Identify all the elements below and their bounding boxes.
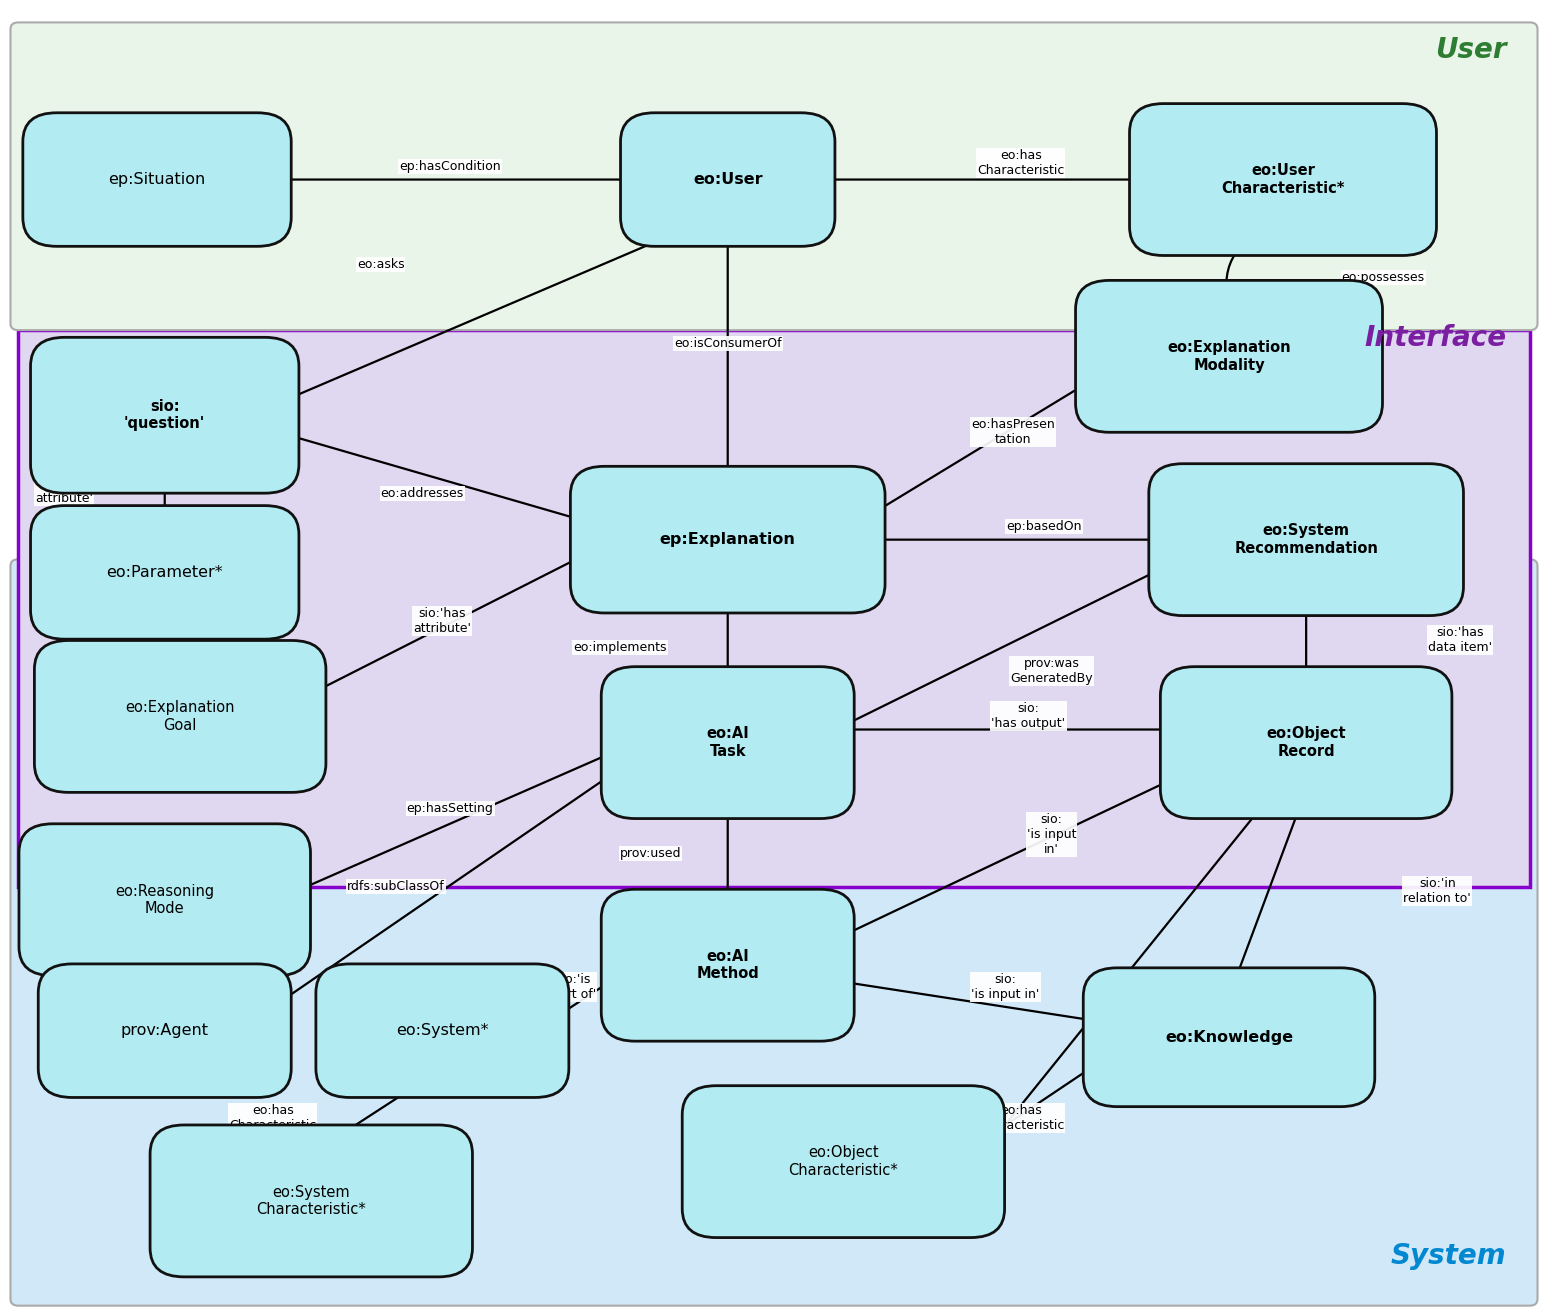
Text: Interface: Interface [1364, 323, 1506, 351]
FancyBboxPatch shape [31, 505, 299, 639]
Text: eo:hasPresen
tation: eo:hasPresen tation [971, 418, 1054, 446]
Text: sio:
'is input in': sio: 'is input in' [971, 973, 1040, 1002]
Text: eo:addresses: eo:addresses [381, 488, 464, 500]
FancyBboxPatch shape [1130, 104, 1437, 255]
Text: eo:System*: eo:System* [396, 1023, 489, 1038]
FancyBboxPatch shape [683, 1086, 1005, 1237]
Text: sio:
'question': sio: 'question' [124, 398, 206, 431]
Text: eo:System
Recommendation: eo:System Recommendation [1234, 523, 1378, 556]
Text: eo:System
Characteristic*: eo:System Characteristic* [257, 1185, 367, 1218]
FancyBboxPatch shape [1149, 464, 1463, 615]
Text: eo:AI
Method: eo:AI Method [697, 949, 759, 981]
Text: eo:Explanation
Modality: eo:Explanation Modality [1167, 341, 1291, 372]
Text: prov:was
GeneratedBy: prov:was GeneratedBy [1011, 656, 1093, 685]
FancyBboxPatch shape [601, 889, 854, 1041]
Text: sio:'is
part of': sio:'is part of' [551, 973, 596, 1002]
Text: ep:Explanation: ep:Explanation [659, 533, 796, 547]
Polygon shape [19, 330, 1529, 886]
Text: eo:User: eo:User [694, 172, 763, 187]
Text: eo:Parameter*: eo:Parameter* [107, 565, 223, 580]
Text: eo:AI
Task: eo:AI Task [706, 726, 749, 759]
FancyBboxPatch shape [31, 338, 299, 493]
Text: eo:Object
Characteristic*: eo:Object Characteristic* [788, 1145, 898, 1178]
Text: prov:used: prov:used [619, 847, 681, 860]
FancyBboxPatch shape [316, 964, 568, 1098]
FancyBboxPatch shape [23, 113, 291, 246]
Text: eo:has
Characteristic: eo:has Characteristic [229, 1105, 316, 1132]
Text: System: System [1392, 1243, 1506, 1270]
FancyBboxPatch shape [570, 467, 885, 613]
Text: eo:isConsumerOf: eo:isConsumerOf [673, 337, 782, 350]
Text: eo:has
Characteristic: eo:has Characteristic [977, 149, 1065, 176]
Text: eo:has
Characteristic: eo:has Characteristic [977, 1105, 1065, 1132]
Text: prov:Agent: prov:Agent [121, 1023, 209, 1038]
Text: rdfs:subClassOf: rdfs:subClassOf [347, 880, 444, 893]
FancyBboxPatch shape [19, 823, 311, 976]
Text: ep:Situation: ep:Situation [108, 172, 206, 187]
FancyBboxPatch shape [11, 22, 1537, 330]
FancyBboxPatch shape [1084, 968, 1375, 1107]
Text: eo:User
Characteristic*: eo:User Characteristic* [1221, 163, 1345, 196]
Text: eo:possesses: eo:possesses [1342, 271, 1424, 284]
FancyBboxPatch shape [11, 559, 1537, 1306]
Text: eo:Object
Record: eo:Object Record [1266, 726, 1345, 759]
FancyBboxPatch shape [39, 964, 291, 1098]
Text: sio:'has
data item': sio:'has data item' [1429, 626, 1492, 655]
Text: ep:basedOn: ep:basedOn [1006, 519, 1082, 533]
Text: ep:hasCondition: ep:hasCondition [399, 160, 502, 174]
Text: eo:asks: eo:asks [358, 258, 404, 271]
FancyBboxPatch shape [150, 1124, 472, 1277]
FancyBboxPatch shape [621, 113, 834, 246]
FancyBboxPatch shape [601, 667, 854, 818]
Text: sio:'has
attribute': sio:'has attribute' [36, 477, 93, 505]
Text: sio:'in
relation to': sio:'in relation to' [1404, 877, 1471, 905]
Text: eo:Knowledge: eo:Knowledge [1166, 1030, 1293, 1044]
Text: sio:
'is input
in': sio: 'is input in' [1026, 813, 1076, 856]
FancyBboxPatch shape [1076, 280, 1382, 433]
Text: User: User [1435, 36, 1506, 63]
Text: eo:implements: eo:implements [573, 640, 667, 654]
FancyBboxPatch shape [1161, 667, 1452, 818]
Text: eo:Explanation
Goal: eo:Explanation Goal [125, 700, 235, 732]
Text: eo:Reasoning
Mode: eo:Reasoning Mode [115, 884, 214, 917]
Text: ep:hasSetting: ep:hasSetting [407, 802, 494, 814]
Text: sio:
'has output': sio: 'has output' [991, 702, 1065, 730]
Text: sio:'has
attribute': sio:'has attribute' [413, 606, 472, 635]
FancyBboxPatch shape [34, 640, 327, 793]
